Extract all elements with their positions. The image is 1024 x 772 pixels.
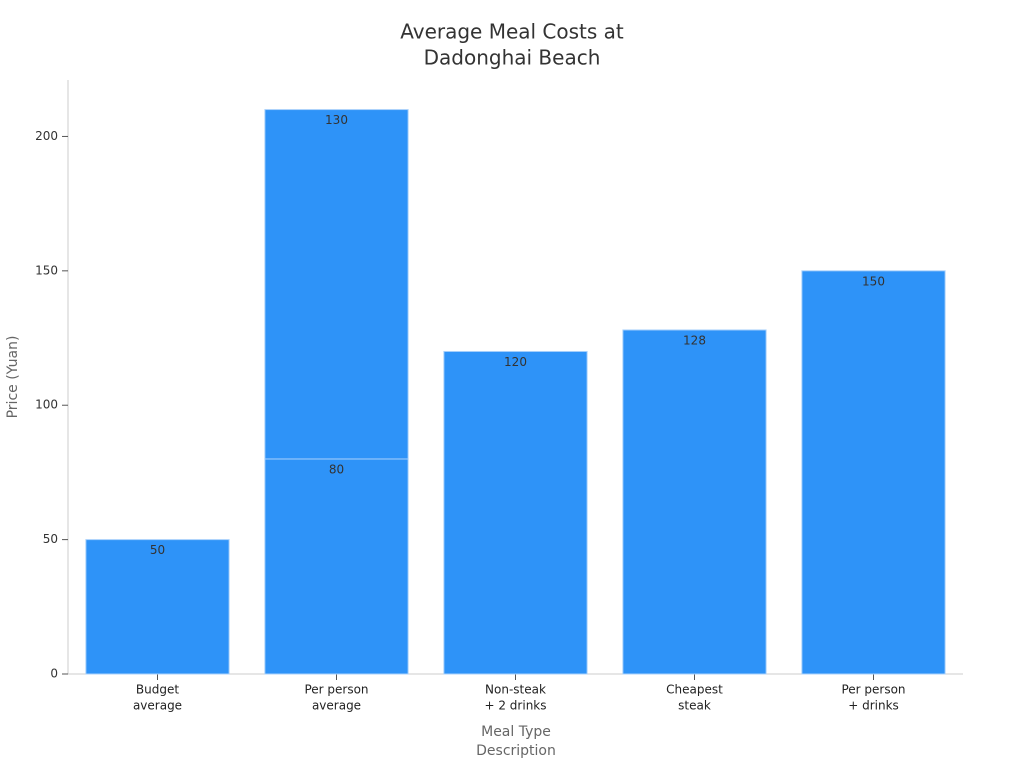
bar <box>264 109 409 460</box>
x-axis-label: Description <box>476 743 556 759</box>
bar <box>85 539 230 675</box>
x-tick-label: steak <box>678 699 711 713</box>
bar <box>801 270 946 675</box>
bar <box>264 458 409 675</box>
value-label: 128 <box>683 333 706 347</box>
value-label: 80 <box>329 462 344 476</box>
chart-title: Average Meal Costs at <box>400 20 624 44</box>
value-label: 130 <box>325 113 348 127</box>
x-tick-label: Non-steak <box>485 683 546 697</box>
y-tick-label: 150 <box>35 263 58 277</box>
x-axis-label: Meal Type <box>481 724 551 740</box>
x-tick-label: average <box>312 699 361 713</box>
y-tick-label: 50 <box>43 532 58 546</box>
y-tick-label: 0 <box>50 667 58 681</box>
value-label: 50 <box>150 543 165 557</box>
x-tick-label: average <box>133 699 182 713</box>
x-tick-label: Cheapest <box>666 683 723 697</box>
x-tick-label: Per person <box>841 683 905 697</box>
x-tick-label: + 2 drinks <box>484 699 546 713</box>
bar <box>622 329 767 675</box>
x-tick-label: + drinks <box>848 699 899 713</box>
bar <box>443 350 588 675</box>
y-axis-label: Price (Yuan) <box>5 336 21 419</box>
value-label: 120 <box>504 355 527 369</box>
value-label: 150 <box>862 274 885 288</box>
y-tick-label: 100 <box>35 398 58 412</box>
x-tick-label: Budget <box>136 683 179 697</box>
y-tick-label: 200 <box>35 129 58 143</box>
chart-title: Dadonghai Beach <box>424 46 601 70</box>
x-tick-label: Per person <box>304 683 368 697</box>
